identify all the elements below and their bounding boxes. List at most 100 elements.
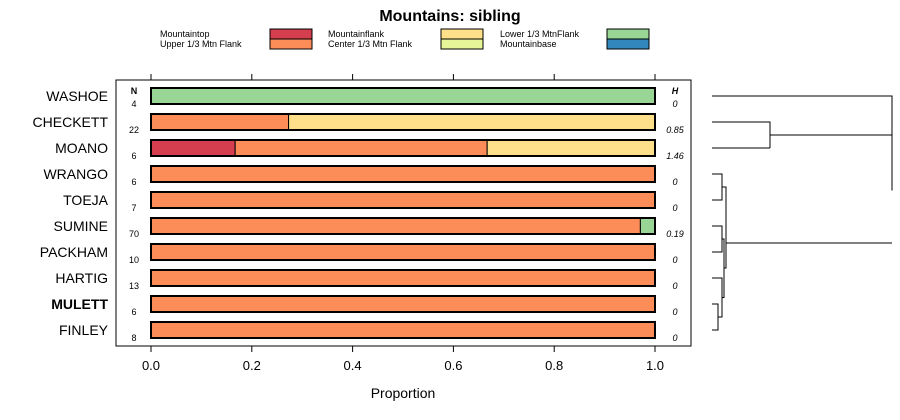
x-tick-label-0: 0.0: [142, 358, 160, 373]
bar-segment-moano-mountaintop: [150, 139, 236, 157]
bar-segment-toeja-upper: [150, 191, 656, 209]
n-label-packham: 10: [129, 255, 139, 265]
bar-segment-packham-upper: [150, 243, 656, 261]
x-axis-label: Proportion: [371, 385, 436, 401]
legend-swatch-center: [440, 38, 484, 50]
bar-row-toeja: [150, 191, 656, 209]
n-label-toeja: 7: [131, 203, 136, 213]
bar-segment-mulett-upper: [150, 295, 656, 313]
bar-outline-wrango: [150, 165, 656, 183]
plot-frame: [115, 79, 692, 347]
bars: [150, 87, 656, 339]
bar-outline-packham: [150, 243, 656, 261]
bar-row-hartig: [150, 269, 656, 287]
top-axis-ticks: [150, 74, 656, 80]
h-label-moano: 1.46: [666, 151, 684, 161]
bar-segment-sumine-upper: [150, 217, 641, 235]
bar-segment-checkett-upper: [150, 113, 290, 131]
bar-segment-moano-mountainflank: [486, 139, 656, 157]
h-header: H: [672, 86, 679, 96]
dendrogram-branch-sumine-packham: [712, 225, 723, 253]
x-tick-label-3: 0.6: [444, 358, 462, 373]
n-label-hartig: 13: [129, 281, 139, 291]
bar-row-moano: [150, 139, 656, 157]
bar-segment-hartig-upper: [150, 269, 656, 287]
n-label-checkett: 22: [129, 125, 139, 135]
n-label-sumine: 70: [129, 229, 139, 239]
bar-segment-finley-upper: [150, 321, 656, 339]
legend-label-lower: Lower 1/3 MtnFlank: [500, 29, 580, 39]
bar-outline-finley: [150, 321, 656, 339]
legend-swatch-mountainflank: [440, 28, 484, 40]
h-label-packham: 0: [672, 255, 677, 265]
h-label-hartig: 0: [672, 281, 677, 291]
legend-swatch-mountainbase: [606, 38, 650, 50]
bar-row-mulett: [150, 295, 656, 313]
bar-row-finley: [150, 321, 656, 339]
legend-label-mountainbase: Mountainbase: [500, 39, 557, 49]
row-label-sumine: SUMINE: [54, 218, 108, 234]
bar-row-wrango: [150, 165, 656, 183]
bar-segment-wrango-upper: [150, 165, 656, 183]
n-label-washoe: 4: [131, 99, 136, 109]
bar-outline-mulett: [150, 295, 656, 313]
row-label-washoe: WASHOE: [46, 88, 108, 104]
dendrogram-branch-root-lower: [722, 186, 727, 269]
x-tick-label-2: 0.4: [344, 358, 362, 373]
h-label-washoe: 0: [672, 99, 677, 109]
bar-row-checkett: [150, 113, 656, 131]
row-label-packham: PACKHAM: [40, 244, 108, 260]
n-label-mulett: 6: [131, 307, 136, 317]
bar-outline-hartig: [150, 269, 656, 287]
row-label-hartig: HARTIG: [55, 270, 108, 286]
bar-segment-checkett-mountainflank: [288, 113, 656, 131]
chart-title: Mountains: sibling: [379, 8, 520, 25]
bar-outline-washoe: [150, 87, 656, 105]
n-label-wrango: 6: [131, 177, 136, 187]
h-label-checkett: 0.85: [666, 125, 685, 135]
row-label-wrango: WRANGO: [43, 166, 108, 182]
n-header: N: [131, 86, 138, 96]
row-label-moano: MOANO: [55, 140, 108, 156]
n-label-finley: 8: [131, 333, 136, 343]
legend-label-mountaintop: Mountaintop: [160, 29, 210, 39]
dendrogram: [712, 95, 893, 331]
h-label-toeja: 0: [672, 203, 677, 213]
bar-row-sumine: [150, 217, 656, 235]
legend-swatch-mountaintop: [269, 28, 313, 40]
h-label-sumine: 0.19: [666, 229, 684, 239]
h-label-wrango: 0: [672, 177, 677, 187]
x-tick-label-5: 1.0: [646, 358, 664, 373]
row-label-toeja: TOEJA: [63, 192, 109, 208]
row-label-mulett: MULETT: [51, 296, 108, 312]
legend-swatch-upper: [269, 38, 313, 50]
row-labels: WASHOE CHECKETT MOANO WRANGO TOEJA SUMINE PACK…: [33, 88, 109, 338]
bar-outline-sumine: [150, 217, 656, 235]
h-label-finley: 0: [672, 333, 677, 343]
x-axis: 0.0 0.2 0.4 0.6 0.8 1.0: [142, 346, 664, 373]
dendrogram-branch-hartig: [712, 277, 723, 318]
dendrogram-branch-wrango-toeja: [712, 173, 723, 201]
legend-swatch-lower: [606, 28, 650, 40]
n-label-moano: 6: [131, 151, 136, 161]
dendrogram-branch-mulett-finley: [712, 303, 719, 331]
x-tick-label-1: 0.2: [243, 358, 261, 373]
bar-row-packham: [150, 243, 656, 261]
bar-segment-sumine-lower: [639, 217, 656, 235]
n-labels: 4 22 6 6 7 70 10 13 6 8: [129, 99, 139, 343]
dendrogram-branch-washoe: [712, 95, 893, 191]
h-labels: 0 0.85 1.46 0 0 0.19 0 0 0 0: [666, 99, 685, 343]
row-label-finley: FINLEY: [59, 322, 109, 338]
bar-outline-moano: [150, 139, 656, 157]
bar-segment-washoe-lower: [150, 87, 656, 105]
bar-outline-toeja: [150, 191, 656, 209]
legend-label-mountainflank: Mountainflank: [328, 29, 385, 39]
h-label-mulett: 0: [672, 307, 677, 317]
dendrogram-branch-checkett: [712, 121, 771, 148]
legend-label-upper: Upper 1/3 Mtn Flank: [160, 39, 242, 49]
bar-outline-checkett: [150, 113, 656, 131]
bar-row-washoe: [150, 87, 656, 105]
bar-segment-moano-upper: [234, 139, 488, 157]
row-label-checkett: CHECKETT: [33, 114, 109, 130]
